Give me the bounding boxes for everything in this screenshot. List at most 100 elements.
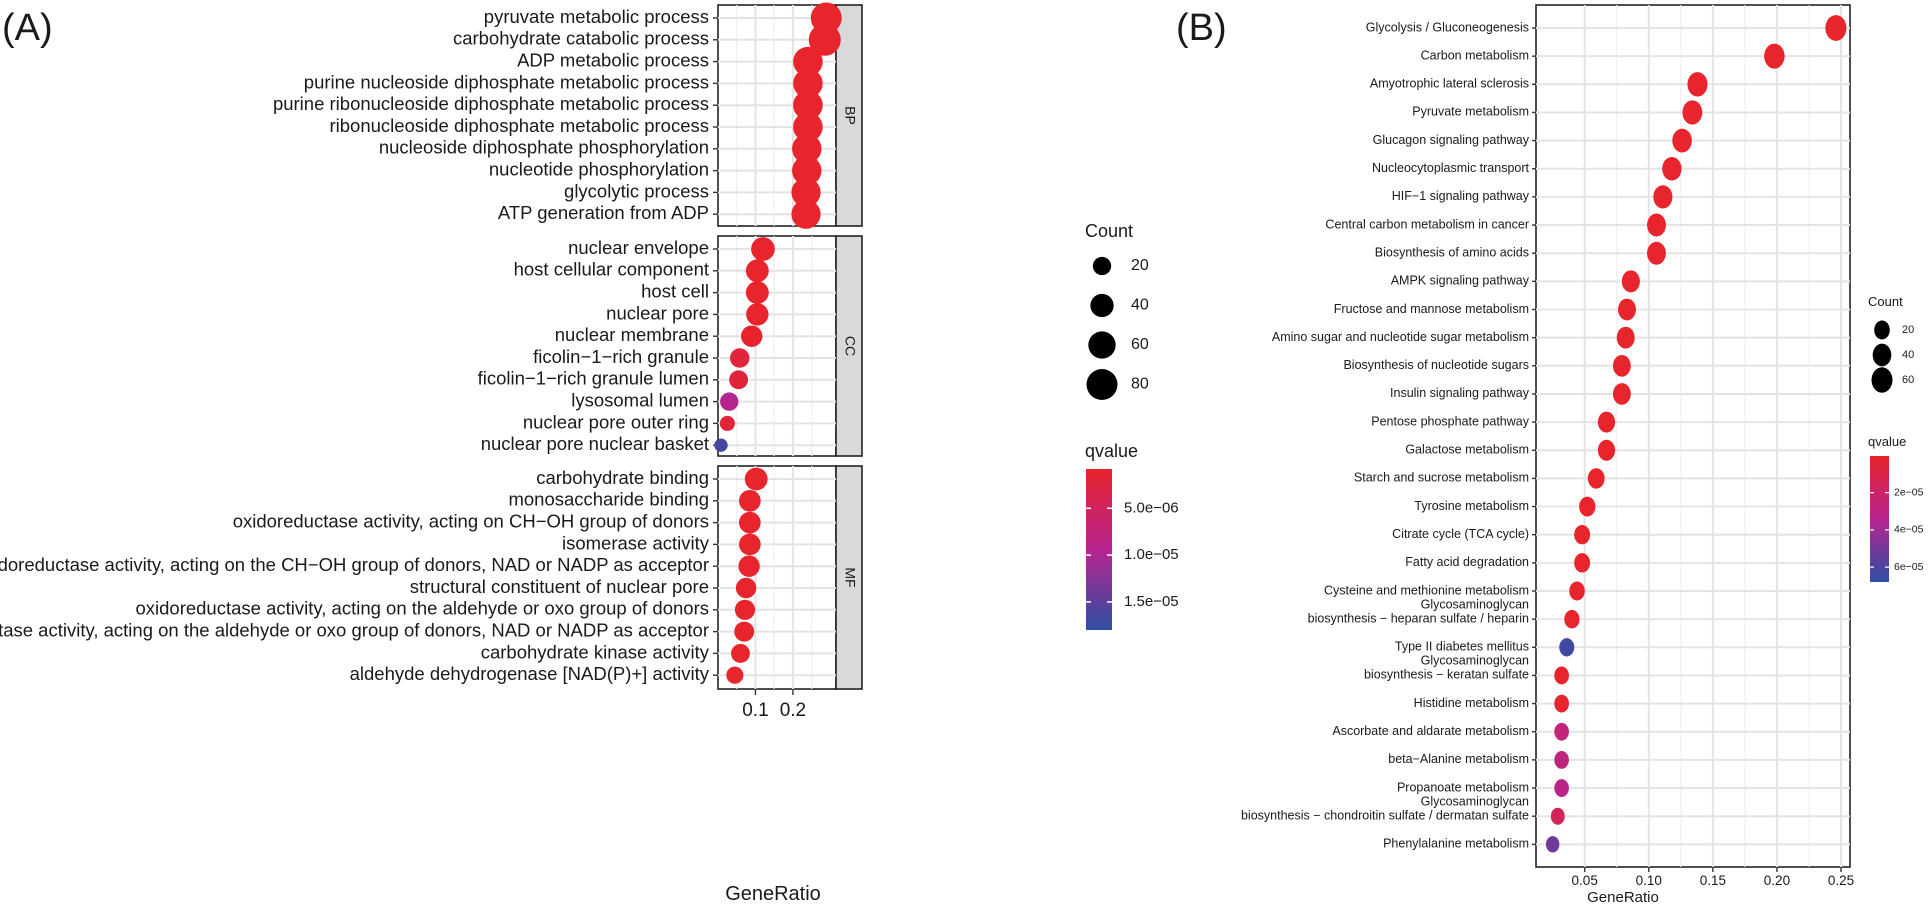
panel-b-term-label: Phenylalanine metabolism: [1383, 837, 1529, 851]
panel-a-term-label: ADP metabolic process: [517, 49, 709, 70]
panel-b-term-label: Ascorbate and aldarate metabolism: [1332, 724, 1529, 738]
panel-b-term-label: Glycosaminoglycan: [1421, 597, 1529, 611]
panel-a-qvalue-label: 5.0e−06: [1124, 499, 1179, 516]
panel-a-dot: [739, 512, 761, 534]
panel-a-term-label: oxidoreductase activity, acting on the a…: [0, 619, 709, 640]
panel-b-count-legend-key: [1872, 367, 1893, 393]
panel-b-qvalue-colorbar: [1870, 456, 1889, 582]
panel-a-dot: [731, 644, 750, 663]
panel-a-term-label: nuclear envelope: [568, 237, 709, 258]
panel-a-x-axis-title: GeneRatio: [725, 883, 821, 905]
panel-b-term-label: Glucagon signaling pathway: [1373, 133, 1530, 147]
panel-a-dot: [735, 600, 755, 620]
panel-b-dot: [1613, 383, 1631, 405]
panel-b-dot: [1653, 185, 1672, 208]
panel-a-term-label: aldehyde dehydrogenase [NAD(P)+] activit…: [350, 663, 710, 684]
panel-b-dot: [1825, 15, 1846, 41]
panel-b-dot: [1618, 299, 1636, 321]
panel-a-count-legend-key: [1088, 331, 1115, 358]
panel-a-term-label: nucleotide phosphorylation: [489, 158, 709, 179]
panel-b-qvalue-label: 4e−05: [1894, 524, 1924, 536]
panel-b-term-label: Fatty acid degradation: [1405, 555, 1529, 569]
panel-b-term-label: Central carbon metabolism in cancer: [1325, 217, 1529, 231]
panel-b-dot: [1764, 44, 1785, 69]
panel-a-dot: [720, 416, 735, 431]
panel-b-dot: [1569, 582, 1585, 601]
panel-a-dot: [714, 439, 727, 452]
panel-b-dot: [1622, 270, 1640, 292]
panel-a-term-label: ribonucleoside diphosphate metabolic pro…: [330, 115, 710, 136]
panel-b-term-label: biosynthesis − chondroitin sulfate / der…: [1241, 808, 1529, 822]
panel-b-qvalue-legend: qvalue 2e−054e−056e−05: [1868, 434, 1924, 582]
panel-a-dot: [739, 534, 761, 556]
panel-a-term-label: nuclear pore nuclear basket: [481, 433, 709, 454]
panel-b-dot: [1546, 836, 1559, 852]
panel-b-dot: [1554, 751, 1569, 769]
panel-b-dot: [1551, 808, 1565, 825]
panel-b-term-label: Galactose metabolism: [1405, 443, 1529, 457]
panel-b-dot: [1598, 440, 1615, 461]
panel-a-dot: [729, 370, 748, 389]
panel-a-count-legend-label: 80: [1131, 376, 1149, 393]
panel-a-term-label: nuclear pore: [606, 302, 709, 323]
panel-a-dot: [734, 622, 754, 642]
panel-a-term-label: structural constituent of nuclear pore: [410, 576, 709, 597]
panel-b-qvalue-legend-title: qvalue: [1868, 434, 1906, 449]
panel-b-dot: [1662, 157, 1681, 181]
panel-a-term-label: isomerase activity: [562, 532, 710, 553]
panel-a-dot: [720, 392, 738, 410]
panel-a-term-label: nuclear pore outer ring: [523, 411, 709, 432]
panel-b-term-label: Amino sugar and nucleotide sugar metabol…: [1272, 330, 1529, 344]
panel-b-dot: [1554, 667, 1569, 685]
panel-b-kegg-dotplot: (B) GeneRatio Count 20 40 60 qvalue 2e−05 4…: [1176, 5, 1924, 906]
panel-a-dot: [739, 490, 761, 512]
panel-b-dot: [1647, 214, 1666, 237]
panel-b-dot: [1554, 695, 1569, 713]
panel-b-term-label: biosynthesis − heparan sulfate / heparin: [1308, 611, 1529, 625]
panel-a-term-label: oxidoreductase activity, acting on the a…: [135, 598, 709, 619]
panel-b-dot: [1579, 497, 1595, 517]
panel-b-dot: [1554, 723, 1569, 741]
panel-a-term-label: oxidoreductase activity, acting on CH−OH…: [233, 510, 709, 531]
panel-b-term-label: AMPK signaling pathway: [1391, 274, 1530, 288]
panel-b-term-label: Starch and sucrose metabolism: [1354, 471, 1529, 485]
panel-a-term-label: monosaccharide binding: [508, 489, 709, 510]
panel-a-term-label: carbohydrate kinase activity: [481, 641, 710, 662]
panel-b-count-legend: Count 20 40 60: [1868, 294, 1914, 393]
panel-b-term-label: beta−Alanine metabolism: [1388, 752, 1529, 766]
panel-a-count-legend-key: [1087, 369, 1118, 400]
panel-a-dot: [746, 281, 769, 304]
panel-a-count-legend-label: 60: [1131, 336, 1149, 353]
panel-b-x-tick-label: 0.15: [1700, 873, 1726, 888]
panel-b-term-label: Carbon metabolism: [1421, 48, 1529, 62]
panel-a-dot: [738, 555, 759, 576]
panel-a-dot: [741, 325, 762, 346]
panel-a-facet-label: CC: [842, 336, 858, 356]
panel-a-qvalue-label: 1.5e−05: [1124, 593, 1179, 610]
panel-b-dot: [1559, 638, 1574, 656]
panel-b-term-label: Propanoate metabolism: [1397, 780, 1529, 794]
panel-b-dot: [1588, 468, 1605, 488]
panel-a-term-label: ficolin−1−rich granule lumen: [478, 368, 709, 389]
panel-a-term-label: lysosomal lumen: [571, 389, 709, 410]
panel-b-term-label: Citrate cycle (TCA cycle): [1392, 527, 1529, 541]
panel-a-qvalue-legend-title: qvalue: [1085, 441, 1138, 461]
panel-b-term-label: Fructose and mannose metabolism: [1334, 302, 1529, 316]
panel-a-dot: [746, 303, 768, 325]
panel-a-term-label: purine nucleoside diphosphate metabolic …: [304, 71, 709, 92]
panel-b-term-label: Amyotrophic lateral sclerosis: [1370, 77, 1529, 91]
panel-b-qvalue-label: 6e−05: [1894, 561, 1924, 573]
panel-a-dot: [730, 348, 749, 367]
panel-b-term-label: Pentose phosphate pathway: [1371, 414, 1530, 428]
panel-a-facet-label: BP: [842, 106, 858, 125]
panel-a-term-label: carbohydrate binding: [536, 467, 709, 488]
panel-a-count-legend-label: 40: [1131, 297, 1149, 314]
panel-a-count-legend-label: 20: [1131, 257, 1149, 274]
panel-b-term-label: biosynthesis − keratan sulfate: [1364, 668, 1529, 682]
panel-a-dot: [736, 578, 756, 598]
panel-b-count-legend-label: 60: [1902, 374, 1914, 386]
panel-a-x-tick-label: 0.1: [742, 700, 768, 721]
panel-b-dot: [1598, 412, 1615, 433]
panel-b-dot: [1682, 100, 1702, 124]
panel-b-dot: [1687, 72, 1707, 96]
